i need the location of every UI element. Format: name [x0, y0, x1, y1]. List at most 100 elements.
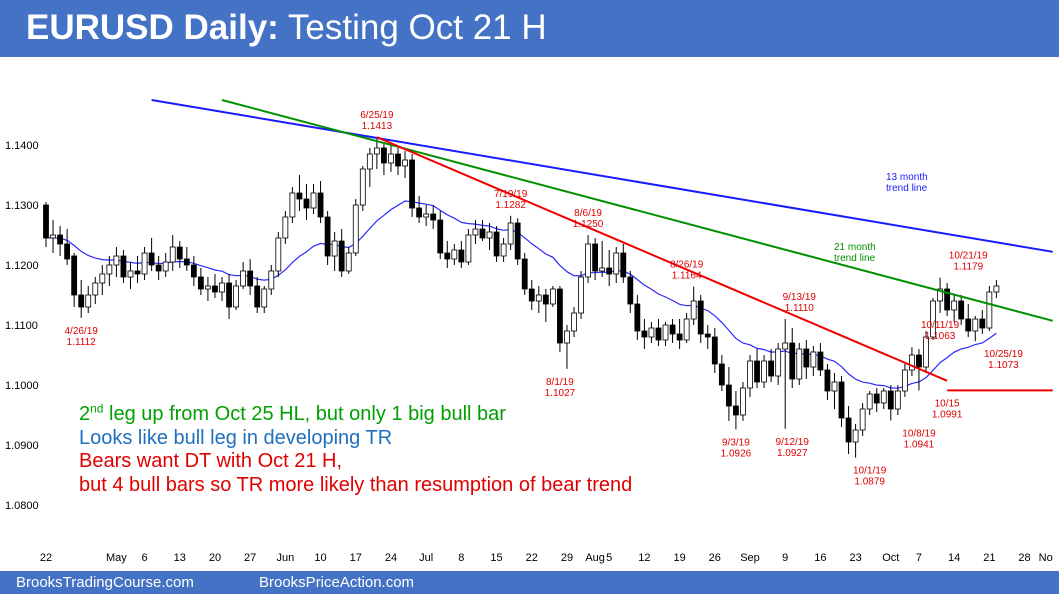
- candle-body: [725, 384, 732, 407]
- candle-body: [451, 249, 458, 260]
- candle-body: [212, 285, 218, 293]
- swing-point-label: 4/26/19: [65, 326, 99, 337]
- candle-body: [282, 216, 289, 239]
- candle-body: [176, 246, 183, 260]
- candle-body: [120, 255, 127, 278]
- candle-body: [71, 255, 78, 296]
- candle-body: [352, 204, 359, 254]
- note-line-3: Bears want DT with Oct 21 H,: [79, 450, 632, 474]
- title-bar: EURUSD Daily: Testing Oct 21 H: [0, 0, 1059, 57]
- candle-body: [324, 216, 331, 257]
- candle-body: [268, 270, 275, 290]
- candle-body: [514, 222, 521, 260]
- candle-body: [662, 324, 669, 341]
- footer-link-trading-course[interactable]: BrooksTradingCourse.com: [16, 574, 194, 591]
- candle-body: [838, 381, 845, 419]
- x-tick-label: No: [1039, 552, 1053, 564]
- candle-body: [535, 294, 542, 302]
- x-tick-label: 15: [490, 552, 502, 564]
- candle-body: [345, 252, 352, 272]
- candle-body: [458, 249, 465, 263]
- candle-body: [296, 192, 303, 200]
- swing-point-label: 1.1164: [672, 271, 702, 282]
- candle-body: [986, 291, 993, 329]
- candle-body: [775, 348, 782, 377]
- candle-body: [880, 390, 887, 404]
- swing-point-label: 1.1110: [785, 303, 815, 314]
- candle-body: [542, 294, 549, 305]
- x-tick-label: 7: [916, 552, 922, 564]
- candle-body: [437, 219, 444, 254]
- swing-point-label: 9/13/19: [783, 292, 817, 303]
- candle-body: [359, 168, 366, 206]
- candle-body: [43, 204, 49, 239]
- note-line-1-post: leg up from Oct 25 HL, but only 1 big bu…: [103, 403, 506, 425]
- x-tick-label: 28: [1018, 552, 1030, 564]
- x-tick-label: 10: [314, 552, 326, 564]
- swing-point-label: 6/25/19: [360, 110, 394, 121]
- x-tick-label: 9: [782, 552, 788, 564]
- footer-link-price-action[interactable]: BrooksPriceAction.com: [259, 574, 415, 591]
- candle-body: [240, 270, 247, 287]
- candle-body: [303, 198, 310, 209]
- candle-body: [134, 270, 141, 275]
- candle-body: [571, 312, 577, 332]
- commentary: 2nd leg up from Oct 25 HL, but only 1 bi…: [79, 402, 632, 498]
- candle-body: [402, 159, 408, 167]
- candle-body: [226, 282, 232, 308]
- candle-body: [852, 429, 859, 443]
- swing-point-label: 1.1282: [495, 200, 526, 211]
- candle-body: [944, 288, 951, 311]
- candle-body: [289, 192, 296, 218]
- swing-point-label: 7/19/19: [494, 189, 528, 200]
- x-tick-label: 29: [561, 552, 573, 564]
- swing-point-label: 1.0879: [854, 477, 885, 488]
- candle-body: [465, 234, 472, 263]
- candle-body: [507, 222, 514, 245]
- candle-body: [937, 288, 943, 302]
- candle-body: [219, 282, 225, 293]
- candle-body: [627, 276, 634, 305]
- candle-body: [585, 243, 591, 278]
- candle-body: [810, 351, 817, 368]
- candle-body: [866, 393, 873, 410]
- candle-body: [733, 405, 739, 416]
- trend-line-3: [376, 136, 948, 382]
- x-tick-label: Oct: [882, 552, 899, 564]
- candle-body: [592, 243, 599, 272]
- candlestick-chart: 1.1400 1.1300 1.1200 1.1100 1.1000 1.0900 1.08…: [5, 99, 1053, 564]
- y-tick-label: 1.0900: [5, 440, 39, 452]
- swing-point-label: 1.0927: [777, 448, 808, 459]
- candle-body: [887, 390, 894, 410]
- candle-body: [761, 360, 767, 383]
- candle-body: [669, 324, 676, 335]
- trend-line-2: [221, 99, 1053, 322]
- candle-body: [782, 342, 789, 350]
- trend-line-label-13-month: trend line: [886, 183, 928, 194]
- candle-body: [373, 147, 380, 155]
- swing-point-label: 1.1179: [953, 262, 983, 273]
- candle-body: [711, 336, 718, 365]
- candle-body: [951, 300, 958, 311]
- candle-body: [648, 327, 655, 338]
- candle-body: [958, 300, 965, 320]
- candle-body: [965, 318, 972, 332]
- candle-body: [557, 288, 563, 344]
- y-tick-label: 1.1000: [5, 380, 39, 392]
- candle-body: [50, 234, 56, 239]
- candle-body: [85, 294, 92, 308]
- x-tick-label: Sep: [740, 552, 760, 564]
- candle-body: [409, 159, 415, 209]
- candle-body: [57, 234, 63, 245]
- swing-point-label: 1.1027: [545, 388, 576, 399]
- trend-line-label-21-month: 21 month: [834, 242, 876, 253]
- swing-point-label: 10/25/19: [984, 349, 1023, 360]
- candle-body: [873, 393, 880, 404]
- swing-point-label: 1.1073: [988, 360, 1019, 371]
- candle-body: [472, 228, 479, 236]
- note-line-4: but 4 bull bars so TR more likely than r…: [79, 474, 632, 498]
- x-tick-label: Jul: [419, 552, 433, 564]
- swing-point-label: 1.1250: [573, 219, 604, 230]
- swing-point-label: 1.0991: [932, 409, 963, 420]
- candle-body: [183, 258, 190, 266]
